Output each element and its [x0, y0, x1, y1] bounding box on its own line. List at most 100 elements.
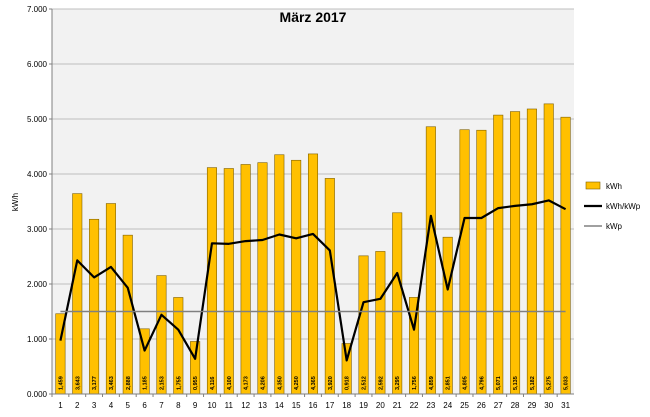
bar-kwh [442, 236, 453, 395]
bar-data-label: 3,177 [92, 376, 98, 390]
bar-kwh [560, 116, 571, 395]
x-tick-label: 20 [376, 401, 385, 410]
bar-kwh [510, 111, 521, 395]
bar-kwh [358, 255, 369, 395]
y-tick-label: 2.000 [27, 280, 48, 289]
x-tick-label: 23 [426, 401, 435, 410]
y-tick-label: 4.000 [27, 170, 48, 179]
x-tick-label: 31 [561, 401, 570, 410]
y-tick-label: 7.000 [27, 5, 48, 14]
bar-data-label: 1,459 [58, 376, 64, 390]
x-tick-label: 27 [494, 401, 503, 410]
bar-data-label: 2,512 [362, 376, 368, 390]
bar-data-label: 2,153 [159, 376, 165, 390]
bar-data-label: 4,116 [210, 377, 216, 390]
bar-data-label: 5,182 [530, 376, 536, 390]
x-tick-label: 9 [193, 401, 198, 410]
y-tick-label: 0.000 [27, 390, 48, 399]
bar-data-label: 4,100 [227, 376, 233, 390]
bar-data-label: 4,173 [244, 376, 250, 390]
y-tick-label: 1.000 [27, 335, 48, 344]
bar-kwh [105, 203, 116, 395]
bar-data-label: 0,955 [193, 376, 199, 390]
bar-kwh [476, 129, 487, 395]
legend-label: kWh/kWp [606, 202, 641, 211]
bar-data-label: 5,071 [496, 376, 502, 390]
x-tick-label: 12 [241, 401, 250, 410]
bar-data-label: 4,350 [277, 376, 283, 390]
y-tick-label: 6.000 [27, 60, 48, 69]
x-tick-label: 16 [309, 401, 318, 410]
chart-title: März 2017 [280, 9, 347, 25]
legend-label: kWp [606, 222, 623, 231]
bar-kwh [206, 167, 217, 395]
y-tick-label: 5.000 [27, 115, 48, 124]
bar-kwh [526, 108, 537, 395]
bar-data-label: 5,275 [547, 376, 553, 390]
bar-kwh [459, 129, 470, 395]
x-tick-label: 4 [109, 401, 114, 410]
bar-data-label: 4,250 [294, 376, 300, 390]
x-tick-label: 6 [142, 401, 147, 410]
x-tick-label: 30 [544, 401, 553, 410]
bar-kwh [375, 251, 386, 395]
x-tick-label: 26 [477, 401, 486, 410]
bar-kwh [392, 212, 403, 395]
x-tick-label: 22 [410, 401, 419, 410]
x-tick-label: 7 [159, 401, 164, 410]
x-tick-label: 25 [460, 401, 469, 410]
bar-data-label: 2,888 [126, 376, 132, 390]
legend-swatch-bar [585, 181, 601, 190]
bar-data-label: 5,135 [513, 376, 519, 390]
x-tick-label: 1 [58, 401, 63, 410]
bar-kwh [274, 154, 285, 395]
x-tick-label: 8 [176, 401, 181, 410]
bar-kwh [122, 234, 133, 395]
bar-kwh [257, 162, 268, 395]
bar-data-label: 5,033 [564, 376, 570, 390]
bar-kwh [291, 159, 302, 395]
x-tick-label: 13 [258, 401, 267, 410]
bar-data-label: 4,859 [429, 376, 435, 390]
x-tick-label: 19 [359, 401, 368, 410]
bar-data-label: 1,756 [412, 376, 418, 390]
bar-kwh [324, 178, 335, 395]
bar-kwh [307, 153, 319, 395]
bar-series-kwh [55, 103, 571, 395]
y-tick-label: 3.000 [27, 225, 48, 234]
x-tick-label: 29 [527, 401, 536, 410]
bar-kwh [240, 164, 251, 395]
x-tick-label: 11 [225, 401, 234, 410]
bar-kwh [72, 193, 83, 395]
line-series [59, 199, 567, 362]
x-tick-label: 21 [393, 401, 402, 410]
x-tick-label: 14 [275, 401, 284, 410]
bar-data-label: 2,851 [446, 376, 452, 390]
legend-label: kWh [606, 182, 622, 191]
bar-data-label: 4,805 [463, 376, 469, 390]
legend: kWh kWh/kWp kWp [584, 181, 641, 231]
x-tick-label: 10 [208, 401, 217, 410]
bar-data-label: 4,206 [260, 376, 266, 390]
x-tick-label: 2 [75, 401, 80, 410]
y-axis-ticks: 0.000 1.000 2.000 3.000 4.000 5.000 6.000 7.000 [27, 5, 52, 399]
bar-kwh [543, 103, 554, 395]
bar-kwh [493, 114, 504, 395]
x-tick-label: 28 [511, 401, 520, 410]
x-tick-label: 18 [342, 401, 351, 410]
bar-kwh [223, 168, 234, 395]
bar-data-label: 2,592 [378, 376, 384, 390]
x-tick-label: 15 [292, 401, 301, 410]
x-tick-label: 24 [443, 401, 452, 410]
x-tick-label: 3 [92, 401, 97, 410]
x-axis-ticks: 1 2 3 4 5 6 7 8 9 10 11 12 13 14 15 16 17 18 19 20 21 22 23 24 2… [51, 394, 571, 410]
bar-data-label: 3,463 [109, 376, 115, 390]
bar-data-label: 0,918 [345, 376, 351, 390]
y-axis-label: kW/h [11, 193, 20, 211]
data-labels: 1,459 3,643 3,177 3,463 2,888 1,185 2,153 1,755… [58, 376, 569, 390]
bar-data-label: 4,796 [479, 376, 485, 390]
bar-data-label: 1,185 [143, 376, 149, 390]
line-kwh-per-kwp [59, 199, 567, 362]
